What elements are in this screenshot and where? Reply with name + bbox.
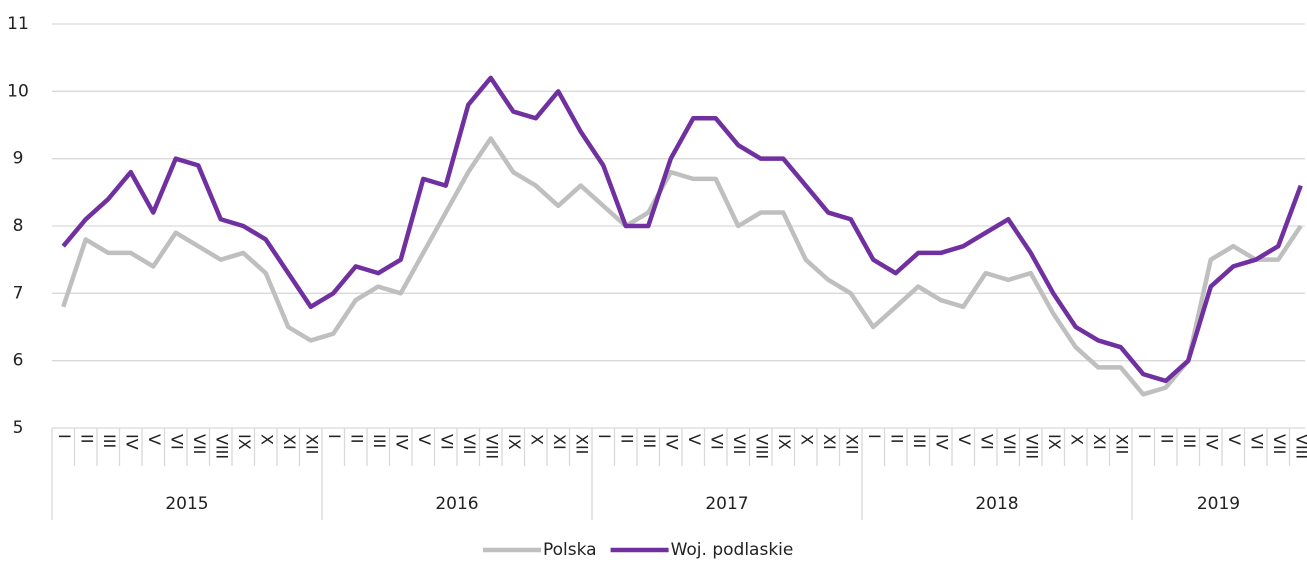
year-label: 2018 [975, 494, 1018, 514]
x-tick-label: X [1067, 434, 1086, 445]
x-tick-label: VI [707, 434, 726, 450]
x-tick-label: II [347, 434, 366, 443]
x-tick-label: IX [1045, 434, 1064, 450]
x-tick-label: III [100, 434, 119, 448]
x-tick-label: II [77, 434, 96, 443]
y-tick-label: 11 [7, 14, 29, 34]
x-tick-label: VIII [1022, 434, 1041, 459]
y-tick-label: 6 [13, 351, 24, 371]
year-label: 2019 [1197, 494, 1240, 514]
x-tick-label: VIII [1292, 434, 1307, 459]
x-tick-label: III [910, 434, 929, 448]
x-tick-label: XI [550, 434, 569, 450]
x-tick-label: XI [820, 434, 839, 450]
y-tick-label: 8 [13, 216, 24, 236]
x-tick-label: VI [1247, 434, 1266, 450]
y-tick-label: 9 [13, 149, 24, 169]
x-tick-label: I [325, 434, 344, 439]
legend-label: Polska [543, 540, 597, 560]
x-tick-label: II [617, 434, 636, 443]
x-tick-label: VI [437, 434, 456, 450]
x-tick-label: V [415, 434, 434, 445]
x-tick-label: X [797, 434, 816, 445]
x-tick-label: X [257, 434, 276, 445]
x-tick-label: V [685, 434, 704, 445]
x-tick-label: II [887, 434, 906, 443]
x-tick-label: XII [1112, 434, 1131, 454]
x-tick-label: VII [1270, 434, 1289, 454]
series-line [61, 136, 1303, 397]
year-label: 2017 [705, 494, 748, 514]
x-tick-label: VIII [482, 434, 501, 459]
x-tick-label: VIII [212, 434, 231, 459]
x-tick-label: I [55, 434, 74, 439]
x-tick-label: XII [302, 434, 321, 454]
x-tick-label: IV [932, 434, 951, 450]
x-tick-label: IX [775, 434, 794, 450]
x-tick-label: I [1135, 434, 1154, 439]
x-tick-label: XII [572, 434, 591, 454]
year-label: 2016 [435, 494, 478, 514]
x-tick-label: IX [235, 434, 254, 450]
x-tick-label: IX [505, 434, 524, 450]
x-tick-label: III [640, 434, 659, 448]
legend-label: Woj. podlaskie [671, 540, 794, 560]
y-tick-label: 7 [13, 283, 24, 303]
x-tick-label: V [145, 434, 164, 445]
x-tick-label: IV [1202, 434, 1221, 450]
x-tick-label: IV [662, 434, 681, 450]
legend: Polska Woj. podlaskie [483, 540, 793, 560]
x-tick-label: XI [1090, 434, 1109, 450]
x-tick-label: III [370, 434, 389, 448]
x-tick-label: I [865, 434, 884, 439]
x-tick-label: II [1157, 434, 1176, 443]
x-tick-label: VII [190, 434, 209, 454]
x-tick-label: V [955, 434, 974, 445]
x-tick-label: V [1225, 434, 1244, 445]
x-tick-label: VII [460, 434, 479, 454]
x-tick-label: III [1180, 434, 1199, 448]
x-tick-label: VI [167, 434, 186, 450]
x-tick-label: VI [977, 434, 996, 450]
year-label: 2015 [165, 494, 208, 514]
x-tick-label: VIII [752, 434, 771, 459]
series-line [61, 75, 1303, 384]
x-tick-label: VII [730, 434, 749, 454]
y-tick-label: 10 [7, 81, 29, 101]
x-tick-label: IV [122, 434, 141, 450]
x-tick-label: I [595, 434, 614, 439]
x-tick-label: VII [1000, 434, 1019, 454]
y-tick-label: 5 [13, 418, 24, 438]
x-tick-label: IV [392, 434, 411, 450]
x-tick-label: XI [280, 434, 299, 450]
x-tick-label: XII [842, 434, 861, 454]
x-tick-label: X [527, 434, 546, 445]
